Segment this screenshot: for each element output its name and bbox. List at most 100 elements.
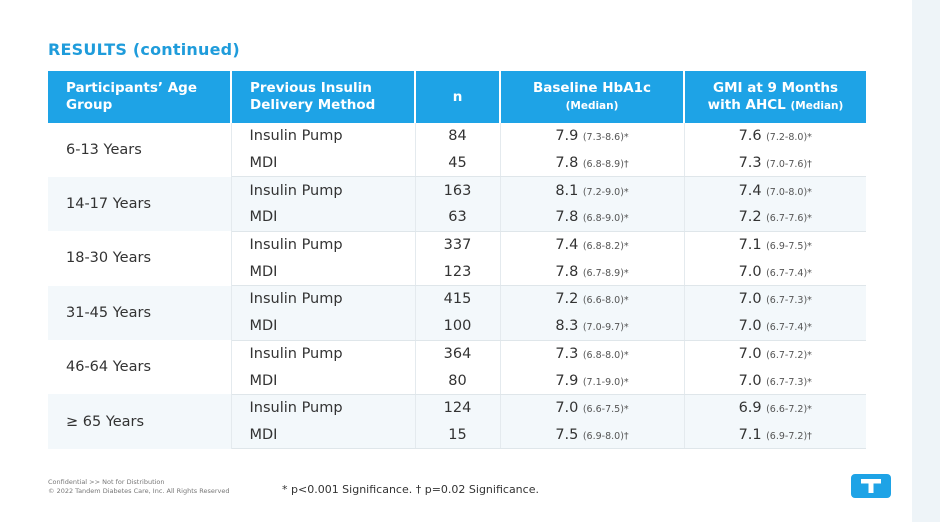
gmi-cell: 7.0 (6.7-7.2)* <box>684 340 866 368</box>
n-cell: 84 <box>415 123 501 150</box>
baseline-median: 7.9 <box>555 128 579 145</box>
n-cell: 15 <box>415 421 501 450</box>
gmi-median: 6.9 <box>738 400 762 417</box>
n-cell: 415 <box>415 285 501 313</box>
baseline-median: 8.3 <box>555 318 579 335</box>
baseline-hba1c-cell: 7.0 (6.6-7.5)* <box>500 394 685 422</box>
table-row: 46-64 Years Insulin Pump 364 7.3 (6.8-8.0)*… <box>48 340 866 395</box>
baseline-range: (7.1-9.0)* <box>582 376 629 388</box>
baseline-hba1c-cell: 7.9 (7.3-8.6)* <box>500 123 685 150</box>
n-cell: 100 <box>415 312 501 341</box>
baseline-median: 7.8 <box>555 155 579 172</box>
delivery-method-cell: Insulin Pump <box>231 394 416 422</box>
n-cell: 45 <box>415 149 501 178</box>
table-row: ≥ 65 Years Insulin Pump 124 7.0 (6.6-7.5)* 6… <box>48 394 866 449</box>
delivery-method-cell: MDI <box>231 204 416 232</box>
table-row: MDI 80 7.9 (7.1-9.0)* 7.0 (6.7-7.3)* <box>48 367 866 395</box>
gmi-range: (6.7-7.4)* <box>766 267 812 279</box>
baseline-range: (6.7-8.9)* <box>582 267 629 279</box>
delivery-method-cell: Insulin Pump <box>231 340 416 368</box>
right-edge-strip <box>912 0 940 522</box>
gmi-cell: 7.1 (6.9-7.5)* <box>684 231 866 259</box>
n-cell: 124 <box>415 394 501 422</box>
table-row: MDI 123 7.8 (6.7-8.9)* 7.0 (6.7-7.4)* <box>48 258 866 287</box>
baseline-median: 7.2 <box>555 291 579 308</box>
baseline-hba1c-cell: 7.9 (7.1-9.0)* <box>500 367 685 395</box>
table-row: MDI 45 7.8 (6.8-8.9)† 7.3 (7.0-7.6)† <box>48 149 866 178</box>
baseline-hba1c-cell: 7.8 (6.8-8.9)† <box>500 149 685 178</box>
baseline-median: 7.5 <box>555 426 579 443</box>
gmi-range: (7.2-8.0)* <box>766 132 812 144</box>
baseline-range: (6.6-8.0)* <box>582 295 629 307</box>
age-group-cell: 14-17 Years <box>48 176 232 232</box>
gmi-median: 7.0 <box>738 318 762 335</box>
n-cell: 364 <box>415 340 501 368</box>
delivery-method-cell: Insulin Pump <box>231 123 416 150</box>
header-row: Participants’ Age Group Previous Insulin… <box>48 71 866 123</box>
gmi-cell: 7.0 (6.7-7.3)* <box>684 285 866 313</box>
n-cell: 337 <box>415 231 501 259</box>
baseline-median: 7.4 <box>555 237 579 254</box>
gmi-range: (6.7-7.2)* <box>766 349 812 361</box>
baseline-range: (6.8-8.2)* <box>582 241 629 253</box>
gmi-cell: 7.6 (7.2-8.0)* <box>684 123 866 150</box>
baseline-hba1c-cell: 8.3 (7.0-9.7)* <box>500 312 685 341</box>
gmi-median: 7.1 <box>738 237 762 254</box>
baseline-range: (7.3-8.6)* <box>582 132 629 144</box>
baseline-range: (7.2-9.0)* <box>582 186 629 198</box>
n-cell: 163 <box>415 176 501 205</box>
gmi-range: (6.7-7.3)* <box>766 376 812 388</box>
gmi-median: 7.0 <box>738 372 762 389</box>
baseline-hba1c-cell: 7.8 (6.7-8.9)* <box>500 258 685 287</box>
table-row: 31-45 Years Insulin Pump 415 7.2 (6.6-8.0)*… <box>48 285 866 340</box>
gmi-cell: 7.0 (6.7-7.3)* <box>684 367 866 395</box>
header-n: n <box>415 71 501 123</box>
gmi-median: 7.2 <box>738 209 762 226</box>
gmi-median: 7.6 <box>738 128 762 145</box>
gmi-cell: 7.3 (7.0-7.6)† <box>684 149 866 178</box>
baseline-range: (6.8-8.9)† <box>582 159 629 171</box>
delivery-method-cell: Insulin Pump <box>231 176 416 205</box>
baseline-range: (6.8-8.0)* <box>582 349 629 361</box>
gmi-range: (7.0-8.0)* <box>766 186 812 198</box>
gmi-cell: 7.0 (6.7-7.4)* <box>684 258 866 287</box>
header-gmi-9-months: GMI at 9 Months with AHCL (Median) <box>684 71 866 123</box>
tandem-t-logo-icon <box>851 474 891 498</box>
delivery-method-cell: MDI <box>231 312 416 341</box>
n-cell: 63 <box>415 204 501 232</box>
gmi-range: (6.7-7.4)* <box>766 322 812 334</box>
significance-footnote: * p<0.001 Significance. † p=0.02 Signifi… <box>282 483 539 496</box>
baseline-median: 7.8 <box>555 209 579 226</box>
header-delivery-method: Previous Insulin Delivery Method <box>231 71 416 123</box>
age-group-cell: 31-45 Years <box>48 285 232 340</box>
baseline-median: 7.0 <box>555 400 579 417</box>
age-group-cell: 6-13 Years <box>48 123 232 177</box>
results-table: Participants’ Age Group Previous Insulin… <box>48 71 866 450</box>
gmi-cell: 7.2 (6.7-7.6)* <box>684 204 866 232</box>
gmi-cell: 7.4 (7.0-8.0)* <box>684 176 866 205</box>
gmi-median: 7.3 <box>738 155 762 172</box>
table-row: 14-17 Years Insulin Pump 163 8.1 (7.2-9.0)*… <box>48 176 866 232</box>
confidential-notice: Confidential >> Not for Distribution © 2… <box>48 478 230 496</box>
baseline-hba1c-cell: 7.5 (6.9-8.0)† <box>500 421 685 450</box>
delivery-method-cell: Insulin Pump <box>231 231 416 259</box>
baseline-range: (6.9-8.0)† <box>582 430 629 442</box>
confidential-text: Confidential >> Not for Distribution <box>48 478 165 486</box>
table-row: 18-30 Years Insulin Pump 337 7.4 (6.8-8.2)*… <box>48 231 866 286</box>
section-title: RESULTS (continued) <box>48 40 240 59</box>
gmi-range: (6.6-7.2)* <box>766 404 812 416</box>
baseline-range: (6.6-7.5)* <box>582 404 629 416</box>
n-cell: 123 <box>415 258 501 287</box>
header-baseline-hba1c: Baseline HbA1c (Median) <box>500 71 685 123</box>
gmi-cell: 7.1 (6.9-7.2)† <box>684 421 866 450</box>
delivery-method-cell: MDI <box>231 149 416 178</box>
gmi-median: 7.4 <box>738 182 762 199</box>
age-group-cell: 18-30 Years <box>48 231 232 286</box>
gmi-range: (6.7-7.6)* <box>766 213 812 225</box>
gmi-range: (6.9-7.5)* <box>766 241 812 253</box>
baseline-median: 7.3 <box>555 345 579 362</box>
age-group-cell: ≥ 65 Years <box>48 394 232 449</box>
age-group-cell: 46-64 Years <box>48 340 232 395</box>
baseline-median: 7.8 <box>555 263 579 280</box>
gmi-cell: 6.9 (6.6-7.2)* <box>684 394 866 422</box>
